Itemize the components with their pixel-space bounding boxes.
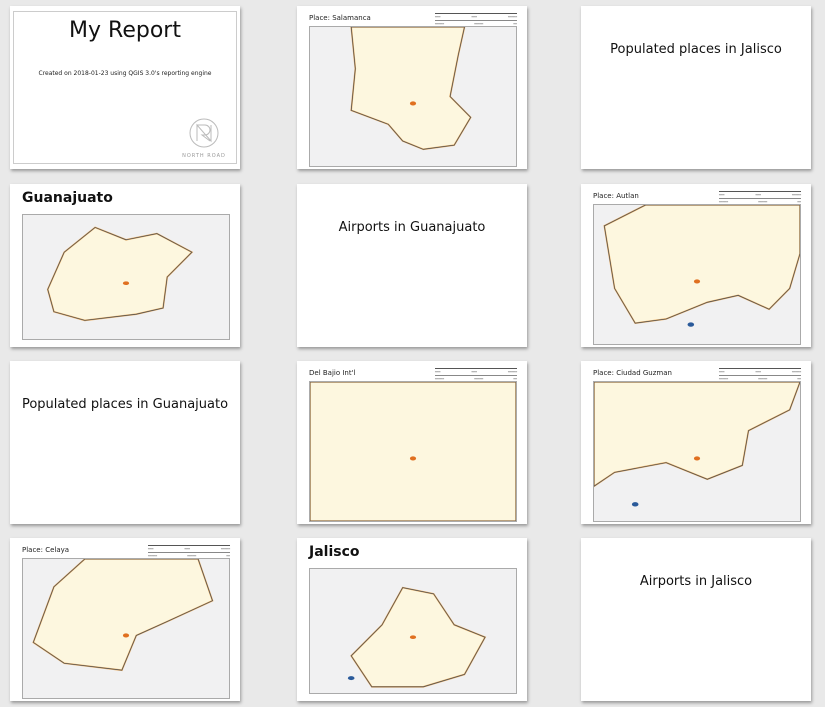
map-frame	[309, 568, 517, 694]
report-page-2[interactable]: Place: Salamanca ━━━ ━━━ ━━━━━ ━━━━━ ━━━━━ ━━	[297, 6, 527, 169]
map-canvas	[310, 27, 516, 166]
north-road-logo: NORTH ROAD	[182, 117, 226, 159]
map-canvas	[310, 382, 516, 521]
report-page-1[interactable]: My Report Created on 2018-01-23 using QG…	[10, 6, 240, 169]
section-heading: Populated places in Jalisco	[610, 42, 782, 57]
place-marker	[122, 633, 130, 638]
section-title: Jalisco	[309, 544, 360, 560]
report-page-6[interactable]: Place: Autlan ━━━ ━━━ ━━━━━ ━━━━━ ━━━━━ ━━	[581, 184, 811, 347]
report-page-11[interactable]: Jalisco	[297, 538, 527, 701]
place-marker	[122, 281, 130, 286]
region-border	[351, 588, 485, 687]
map-canvas	[23, 215, 229, 339]
map-canvas	[310, 569, 516, 693]
map-canvas	[594, 205, 800, 344]
report-page-12[interactable]: Airports in Jalisco	[581, 538, 811, 701]
report-page-3[interactable]: Populated places in Jalisco	[581, 6, 811, 169]
map-canvas	[594, 382, 800, 521]
airport-marker	[687, 322, 695, 327]
map-canvas	[23, 559, 229, 698]
place-marker	[409, 101, 417, 106]
place-marker	[409, 456, 417, 461]
airport-marker	[631, 502, 639, 507]
place-title: Del Bajio Int'l	[309, 369, 356, 377]
map-frame	[22, 558, 230, 699]
place-title: Place: Salamanca	[309, 14, 371, 22]
place-marker	[693, 279, 701, 284]
section-heading: Airports in Guanajuato	[338, 220, 486, 235]
place-title: Place: Ciudad Guzman	[593, 369, 672, 377]
report-page-8[interactable]: Del Bajio Int'l ━━━ ━━━ ━━━━━ ━━━━━ ━━━━━ ━━	[297, 361, 527, 524]
region-border	[351, 27, 470, 149]
section-title: Guanajuato	[22, 190, 113, 206]
report-page-4[interactable]: Guanajuato	[10, 184, 240, 347]
page-frame	[13, 11, 237, 164]
map-frame	[593, 381, 801, 522]
place-title: Place: Autlan	[593, 192, 639, 200]
section-heading: Airports in Jalisco	[639, 574, 753, 589]
map-frame	[593, 204, 801, 345]
map-frame	[309, 381, 517, 522]
map-frame	[309, 26, 517, 167]
report-page-10[interactable]: Place: Celaya ━━━ ━━━ ━━━━━ ━━━━━ ━━━━━ ━━	[10, 538, 240, 701]
region-border	[594, 382, 800, 486]
region-border	[33, 559, 212, 670]
region-polygon	[310, 382, 516, 521]
logo-icon	[189, 118, 219, 148]
airport-marker	[347, 676, 355, 681]
region-border	[48, 227, 192, 320]
report-page-7[interactable]: Populated places in Guanajuato	[10, 361, 240, 524]
report-title: My Report	[69, 18, 181, 43]
logo-text: NORTH ROAD	[182, 153, 226, 159]
report-page-5[interactable]: Airports in Guanajuato	[297, 184, 527, 347]
report-page-9[interactable]: Place: Ciudad Guzman ━━━ ━━━ ━━━━━ ━━━━━ ━━━…	[581, 361, 811, 524]
map-frame	[22, 214, 230, 340]
place-marker	[693, 456, 701, 461]
region-border	[604, 205, 800, 323]
place-marker	[409, 635, 417, 640]
place-title: Place: Celaya	[22, 546, 70, 554]
section-heading: Populated places in Guanajuato	[21, 397, 229, 412]
report-subtitle: Created on 2018-01-23 using QGIS 3.0's r…	[38, 70, 212, 77]
